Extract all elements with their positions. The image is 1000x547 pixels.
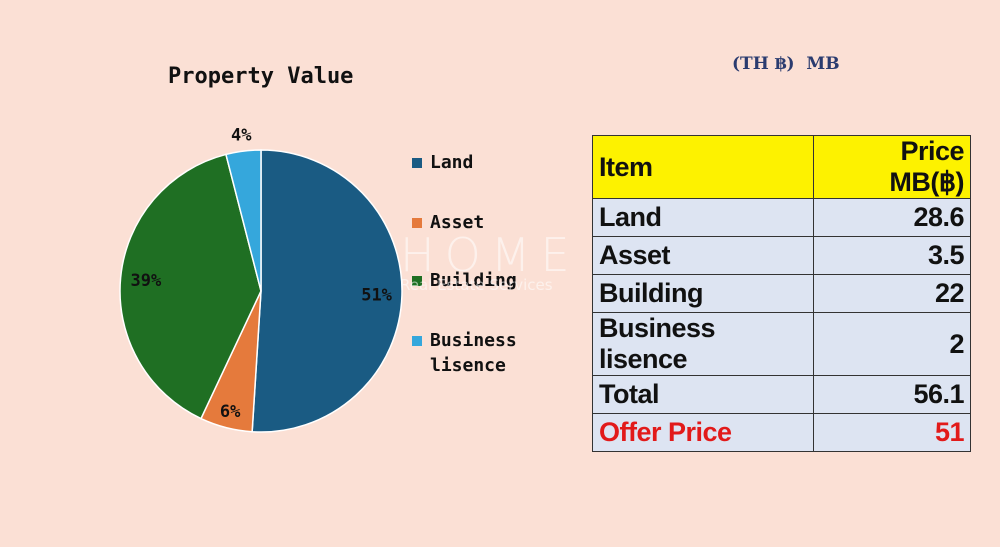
legend-swatch-land (412, 158, 422, 168)
currency-note: (TH ฿) MB (732, 54, 840, 74)
table-cell-price: 2 (813, 312, 971, 376)
table-cell-price: 3.5 (813, 236, 971, 275)
legend-label-business: Business lisence (430, 330, 517, 376)
table-cell-price: 28.6 (813, 198, 971, 237)
table-cell-price: 51 (813, 413, 971, 452)
chart-title: Property Value (168, 64, 354, 89)
table-header-price: Price MB(฿) (813, 135, 971, 199)
table-cell-item: Asset (592, 236, 814, 275)
watermark: HOME Real Estate Services (400, 228, 580, 294)
table-cell-item: Land (592, 198, 814, 237)
legend-swatch-business (412, 336, 422, 346)
pie-slice-building (119, 153, 262, 420)
pie-slice-business (225, 149, 262, 292)
legend-label-building: Building (430, 270, 517, 291)
table-header-item: Item (592, 135, 814, 199)
table-cell-item: Total (592, 375, 814, 414)
table-cell-price: 56.1 (813, 375, 971, 414)
price-table: Item Price MB(฿) Land 28.6 Asset 3.5 Bui… (592, 135, 971, 452)
pie-label-land: 51% (361, 286, 392, 306)
pie-label-building: 39% (131, 271, 162, 291)
legend-swatch-building (412, 276, 422, 286)
table-row: Land 28.6 (592, 198, 971, 237)
pie-chart: 51% 6% 39% 4% (119, 125, 403, 433)
legend-label-land: Land (430, 152, 474, 173)
watermark-main: HOME (400, 228, 580, 282)
table-cell-price: 22 (813, 274, 971, 313)
table-cell-item: Building (592, 274, 814, 313)
watermark-sub: Real Estate Services (400, 276, 553, 294)
table-row: Business lisence 2 (592, 312, 971, 376)
table-row: Asset 3.5 (592, 236, 971, 275)
legend-label-asset: Asset (430, 212, 485, 233)
table-cell-item: Business lisence (592, 312, 814, 376)
table-header-row: Item Price MB(฿) (592, 135, 971, 199)
table-cell-item: Offer Price (592, 413, 814, 452)
pie-label-business: 4% (231, 125, 252, 145)
pie-label-asset: 6% (220, 402, 241, 422)
legend-swatch-asset (412, 218, 422, 228)
table-row: Building 22 (592, 274, 971, 313)
pie-slice-land (251, 149, 403, 433)
table-row-total: Total 56.1 (592, 375, 971, 414)
table-row-offer: Offer Price 51 (592, 413, 971, 452)
